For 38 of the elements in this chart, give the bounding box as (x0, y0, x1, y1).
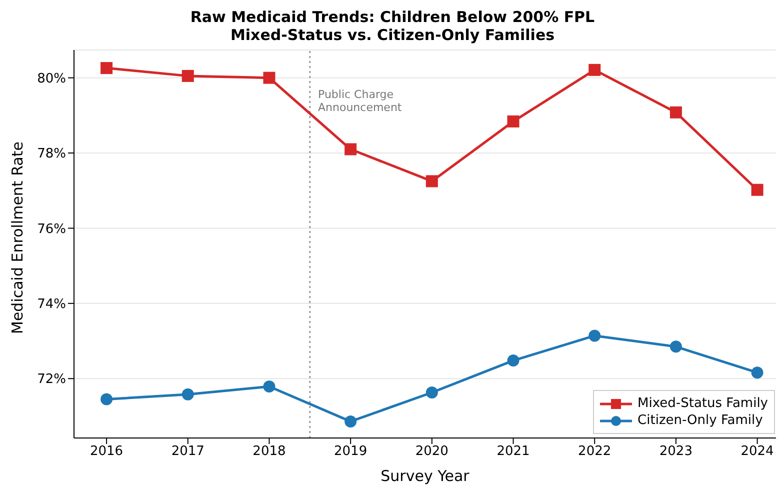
point (426, 175, 438, 188)
point (182, 70, 194, 82)
point (426, 386, 438, 399)
legend-label: Mixed-Status Family (638, 396, 768, 411)
x-tick-label: 2022 (578, 444, 612, 460)
x-tick-label: 2024 (740, 444, 774, 460)
point (670, 340, 682, 353)
point (100, 393, 113, 406)
legend-label: Citizen-Only Family (638, 413, 763, 428)
point (507, 115, 520, 128)
y-tick-label: 78% (37, 146, 66, 162)
y-tick-label: 76% (37, 222, 66, 237)
y-axis-title: Medicaid Enrollment Rate (8, 142, 26, 334)
x-tick-label: 2021 (496, 444, 530, 460)
x-tick-label: 2018 (252, 444, 286, 460)
point (588, 64, 601, 76)
point (507, 354, 520, 367)
point (344, 143, 357, 156)
y-tick-label: 74% (37, 297, 66, 312)
point (344, 415, 357, 428)
x-tick-label: 2017 (171, 444, 204, 460)
point (751, 366, 764, 379)
point (182, 388, 194, 400)
y-tick-label: 80% (37, 71, 66, 86)
x-tick-label: 2023 (659, 444, 692, 460)
x-tick-label: 2016 (90, 444, 124, 460)
x-axis-title: Survey Year (380, 467, 470, 485)
chart-title: Raw Medicaid Trends: Children Below 200% FPL Mixed-Status vs. Citizen-Only Families (189, 8, 596, 46)
x-tick-label: 2019 (334, 444, 368, 460)
x-tick-label: 2020 (415, 444, 448, 460)
point (100, 62, 113, 74)
annotation: Public Charge Announcement (318, 88, 402, 114)
point (263, 380, 276, 392)
point (263, 72, 276, 84)
point (751, 184, 764, 196)
y-tick-label: 72% (37, 372, 66, 388)
point (670, 106, 682, 118)
point (588, 330, 601, 342)
